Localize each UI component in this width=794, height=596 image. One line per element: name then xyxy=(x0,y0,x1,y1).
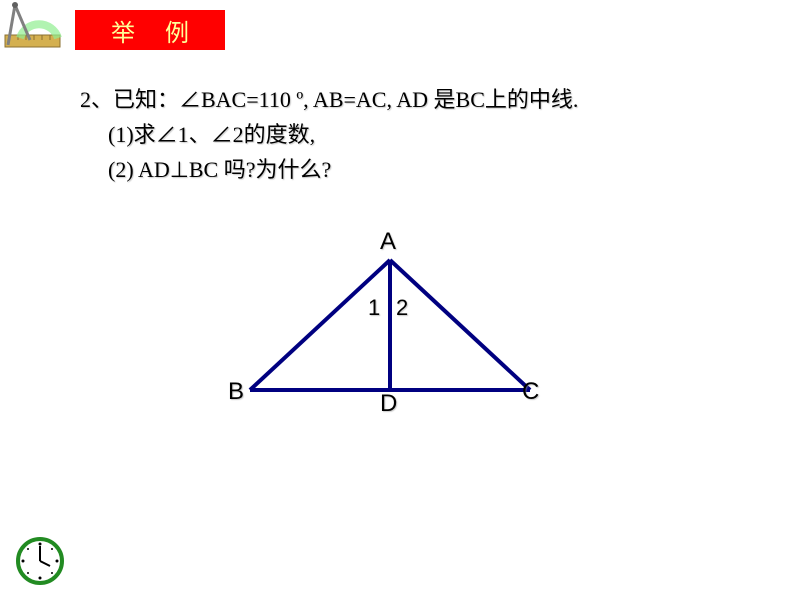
angle-1-label: 1 xyxy=(368,295,380,321)
problem-line-1: 2、已知：∠BAC=110 º, AB=AC, AD 是BC上的中线. xyxy=(80,82,578,117)
problem-line-2: (1)求∠1、∠2的度数, xyxy=(80,117,578,152)
vertex-a-label: A xyxy=(380,228,396,256)
vertex-d-label: D xyxy=(380,390,397,418)
problem-statement: 2、已知：∠BAC=110 º, AB=AC, AD 是BC上的中线. (1)求… xyxy=(80,82,578,188)
angle-2-label: 2 xyxy=(396,295,408,321)
vertex-c-label: C xyxy=(522,378,539,406)
section-title: 举 例 xyxy=(111,13,201,48)
section-title-banner: 举 例 xyxy=(75,10,225,50)
triangle-diagram: A B C D 1 2 xyxy=(210,230,570,430)
geometry-tools-icon xyxy=(0,0,70,55)
vertex-b-label: B xyxy=(228,378,244,406)
clock-icon xyxy=(15,536,65,586)
problem-line-3: (2) AD⊥BC 吗?为什么? xyxy=(80,152,578,187)
